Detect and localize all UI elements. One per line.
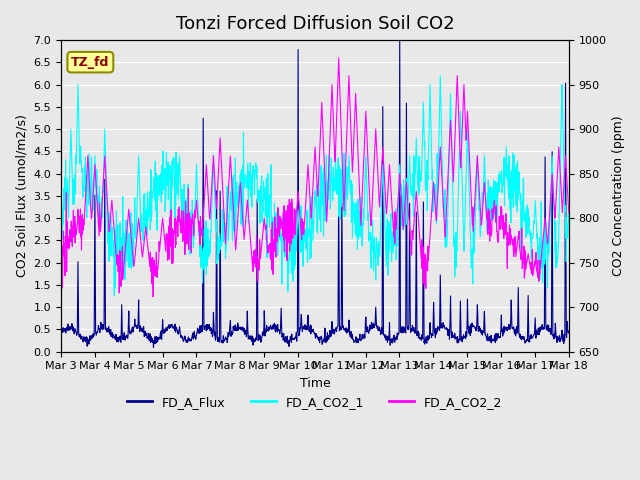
FD_A_Flux bbox=[505, 322, 513, 327]
FD_A_CO2_1 bbox=[394, 222, 401, 228]
FD_A_Flux bbox=[460, 334, 468, 340]
FD_A_CO2_1 bbox=[227, 205, 235, 211]
FD_A_CO2_2 bbox=[460, 91, 468, 97]
FD_A_CO2_2 bbox=[335, 55, 342, 61]
FD_A_CO2_2 bbox=[149, 294, 157, 300]
Y-axis label: CO2 Soil Flux (umol/m2/s): CO2 Soil Flux (umol/m2/s) bbox=[15, 114, 28, 277]
FD_A_CO2_1 bbox=[170, 172, 178, 178]
FD_A_CO2_2 bbox=[57, 281, 65, 287]
Line: FD_A_CO2_2: FD_A_CO2_2 bbox=[61, 58, 569, 297]
Line: FD_A_CO2_1: FD_A_CO2_1 bbox=[61, 76, 569, 296]
FD_A_CO2_2 bbox=[565, 210, 573, 216]
FD_A_CO2_1 bbox=[111, 293, 118, 299]
FD_A_Flux bbox=[158, 332, 166, 338]
FD_A_Flux bbox=[150, 345, 157, 350]
FD_A_CO2_2 bbox=[394, 199, 402, 204]
FD_A_CO2_1 bbox=[436, 73, 444, 79]
FD_A_CO2_2 bbox=[158, 223, 166, 228]
Y-axis label: CO2 Concentration (ppm): CO2 Concentration (ppm) bbox=[612, 116, 625, 276]
Line: FD_A_Flux: FD_A_Flux bbox=[61, 40, 569, 348]
FD_A_CO2_2 bbox=[170, 228, 178, 233]
FD_A_CO2_2 bbox=[505, 238, 513, 243]
Legend: FD_A_Flux, FD_A_CO2_1, FD_A_CO2_2: FD_A_Flux, FD_A_CO2_1, FD_A_CO2_2 bbox=[122, 391, 508, 414]
FD_A_CO2_1 bbox=[505, 195, 513, 201]
FD_A_Flux bbox=[170, 324, 178, 330]
FD_A_Flux bbox=[394, 333, 401, 339]
Title: Tonzi Forced Diffusion Soil CO2: Tonzi Forced Diffusion Soil CO2 bbox=[175, 15, 454, 33]
FD_A_Flux bbox=[396, 37, 404, 43]
FD_A_CO2_2 bbox=[227, 166, 235, 171]
FD_A_CO2_1 bbox=[565, 218, 573, 224]
FD_A_Flux bbox=[565, 329, 573, 335]
FD_A_CO2_1 bbox=[158, 192, 166, 197]
Text: TZ_fd: TZ_fd bbox=[71, 56, 109, 69]
FD_A_CO2_1 bbox=[57, 204, 65, 209]
FD_A_CO2_1 bbox=[460, 229, 468, 235]
FD_A_Flux bbox=[57, 330, 65, 336]
X-axis label: Time: Time bbox=[300, 377, 330, 390]
FD_A_Flux bbox=[227, 334, 235, 339]
